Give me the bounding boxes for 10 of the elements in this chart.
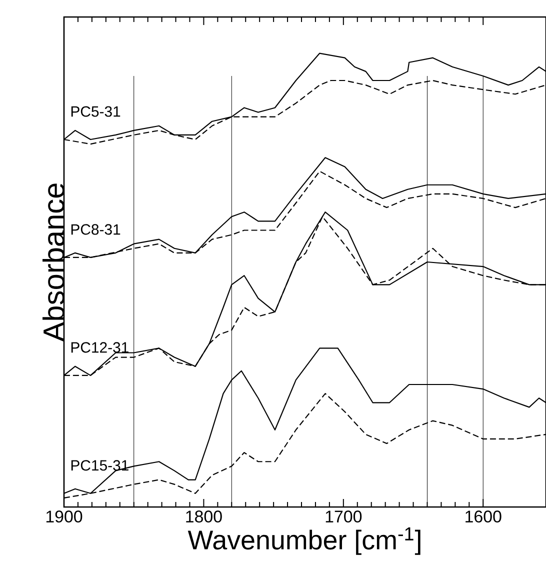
annotation: PC5-31 bbox=[71, 106, 120, 117]
x-axis-title: Wavenumber [cm$^{-1}$] bbox=[188, 527, 420, 555]
annotation: PC12-31 bbox=[71, 342, 128, 353]
x-tick-label: 1900 bbox=[46, 510, 82, 523]
x-tick-label: 1600 bbox=[466, 510, 502, 523]
x-tick-label: 1800 bbox=[186, 510, 222, 523]
annotation: PC15-31 bbox=[71, 460, 128, 471]
y-axis-title: Absorbance bbox=[42, 184, 64, 342]
annotation: PC8-31 bbox=[71, 224, 120, 235]
x-tick-label: 1700 bbox=[326, 510, 362, 523]
